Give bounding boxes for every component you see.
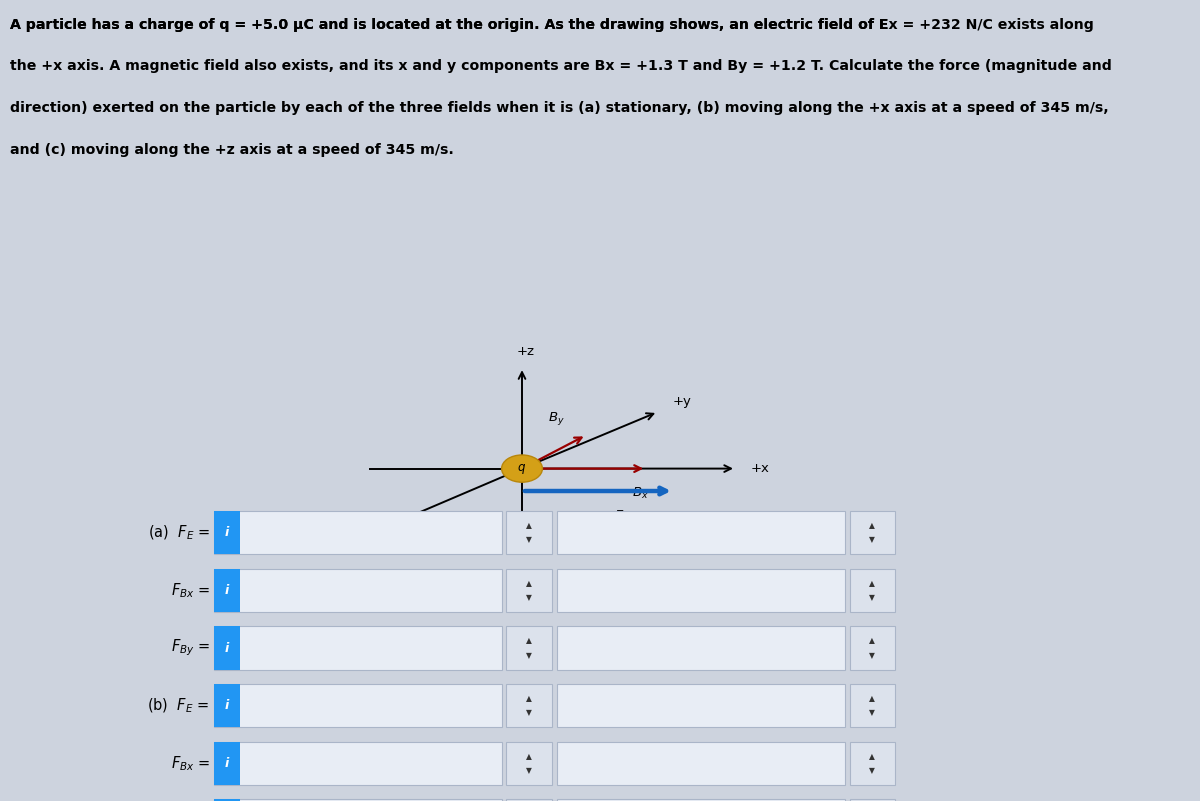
FancyBboxPatch shape <box>214 511 240 554</box>
FancyBboxPatch shape <box>557 742 845 785</box>
FancyBboxPatch shape <box>557 511 845 554</box>
FancyBboxPatch shape <box>557 799 845 801</box>
Text: +x: +x <box>750 462 769 475</box>
FancyBboxPatch shape <box>557 569 845 612</box>
FancyBboxPatch shape <box>506 684 552 727</box>
FancyBboxPatch shape <box>506 511 552 554</box>
FancyBboxPatch shape <box>557 684 845 727</box>
FancyBboxPatch shape <box>506 742 552 785</box>
FancyBboxPatch shape <box>850 742 895 785</box>
Text: i: i <box>224 642 229 654</box>
FancyBboxPatch shape <box>506 799 552 801</box>
FancyBboxPatch shape <box>850 626 895 670</box>
FancyBboxPatch shape <box>214 742 240 785</box>
Text: $E_x$: $E_x$ <box>614 509 630 524</box>
Text: i: i <box>224 757 229 770</box>
Text: $B_x$: $B_x$ <box>632 486 648 501</box>
Text: ▼: ▼ <box>527 650 532 660</box>
Text: ▼: ▼ <box>527 593 532 602</box>
Text: $B_y$: $B_y$ <box>548 410 564 427</box>
FancyBboxPatch shape <box>214 569 240 612</box>
Text: ▼: ▼ <box>527 766 532 775</box>
FancyBboxPatch shape <box>850 511 895 554</box>
Text: ▼: ▼ <box>870 766 875 775</box>
FancyBboxPatch shape <box>850 569 895 612</box>
Text: $F_{Bx}$ =: $F_{Bx}$ = <box>170 754 210 773</box>
FancyBboxPatch shape <box>850 799 895 801</box>
Text: i: i <box>224 699 229 712</box>
FancyBboxPatch shape <box>214 684 502 727</box>
Text: the +x axis. A magnetic field also exists, and its x and y components are Bx = +: the +x axis. A magnetic field also exist… <box>10 59 1111 73</box>
Text: ▼: ▼ <box>527 708 532 718</box>
FancyBboxPatch shape <box>214 626 240 670</box>
Text: ▲: ▲ <box>870 578 875 588</box>
Text: ▲: ▲ <box>527 521 532 530</box>
Text: $q$: $q$ <box>517 461 527 476</box>
FancyBboxPatch shape <box>214 684 240 727</box>
FancyBboxPatch shape <box>214 742 502 785</box>
Text: ▼: ▼ <box>527 535 532 545</box>
Text: ▼: ▼ <box>870 593 875 602</box>
FancyBboxPatch shape <box>214 569 502 612</box>
Text: A particle has a charge of q = +5.0 μC and is located at the origin. As the draw: A particle has a charge of q = +5.0 μC a… <box>10 18 888 31</box>
Text: ▲: ▲ <box>870 636 875 646</box>
Text: ▼: ▼ <box>870 708 875 718</box>
FancyBboxPatch shape <box>506 626 552 670</box>
FancyBboxPatch shape <box>850 684 895 727</box>
FancyBboxPatch shape <box>214 626 502 670</box>
FancyBboxPatch shape <box>557 626 845 670</box>
Text: ▲: ▲ <box>870 521 875 530</box>
Text: +z: +z <box>517 344 535 357</box>
FancyBboxPatch shape <box>214 799 502 801</box>
FancyBboxPatch shape <box>506 569 552 612</box>
Text: ▲: ▲ <box>870 751 875 761</box>
Text: A particle has a charge of q = +5.0 μC and is located at the origin. As the draw: A particle has a charge of q = +5.0 μC a… <box>10 18 1093 31</box>
Text: (a)  $F_E$ =: (a) $F_E$ = <box>148 524 210 541</box>
Text: and (c) moving along the +z axis at a speed of 345 m/s.: and (c) moving along the +z axis at a sp… <box>10 143 454 156</box>
Text: direction) exerted on the particle by each of the three fields when it is (a) st: direction) exerted on the particle by ea… <box>10 101 1109 115</box>
Text: ▲: ▲ <box>870 694 875 703</box>
Text: ▲: ▲ <box>527 751 532 761</box>
Text: $F_{Bx}$ =: $F_{Bx}$ = <box>170 581 210 600</box>
Text: ▼: ▼ <box>870 650 875 660</box>
Text: ▼: ▼ <box>870 535 875 545</box>
Text: i: i <box>224 584 229 597</box>
Text: $F_{By}$ =: $F_{By}$ = <box>170 638 210 658</box>
Text: ▲: ▲ <box>527 578 532 588</box>
Circle shape <box>502 455 542 482</box>
FancyBboxPatch shape <box>214 511 502 554</box>
Text: i: i <box>224 526 229 539</box>
Text: (b)  $F_E$ =: (b) $F_E$ = <box>148 697 210 714</box>
Text: +y: +y <box>672 395 691 408</box>
Text: ▲: ▲ <box>527 636 532 646</box>
FancyBboxPatch shape <box>214 799 240 801</box>
Text: ▲: ▲ <box>527 694 532 703</box>
